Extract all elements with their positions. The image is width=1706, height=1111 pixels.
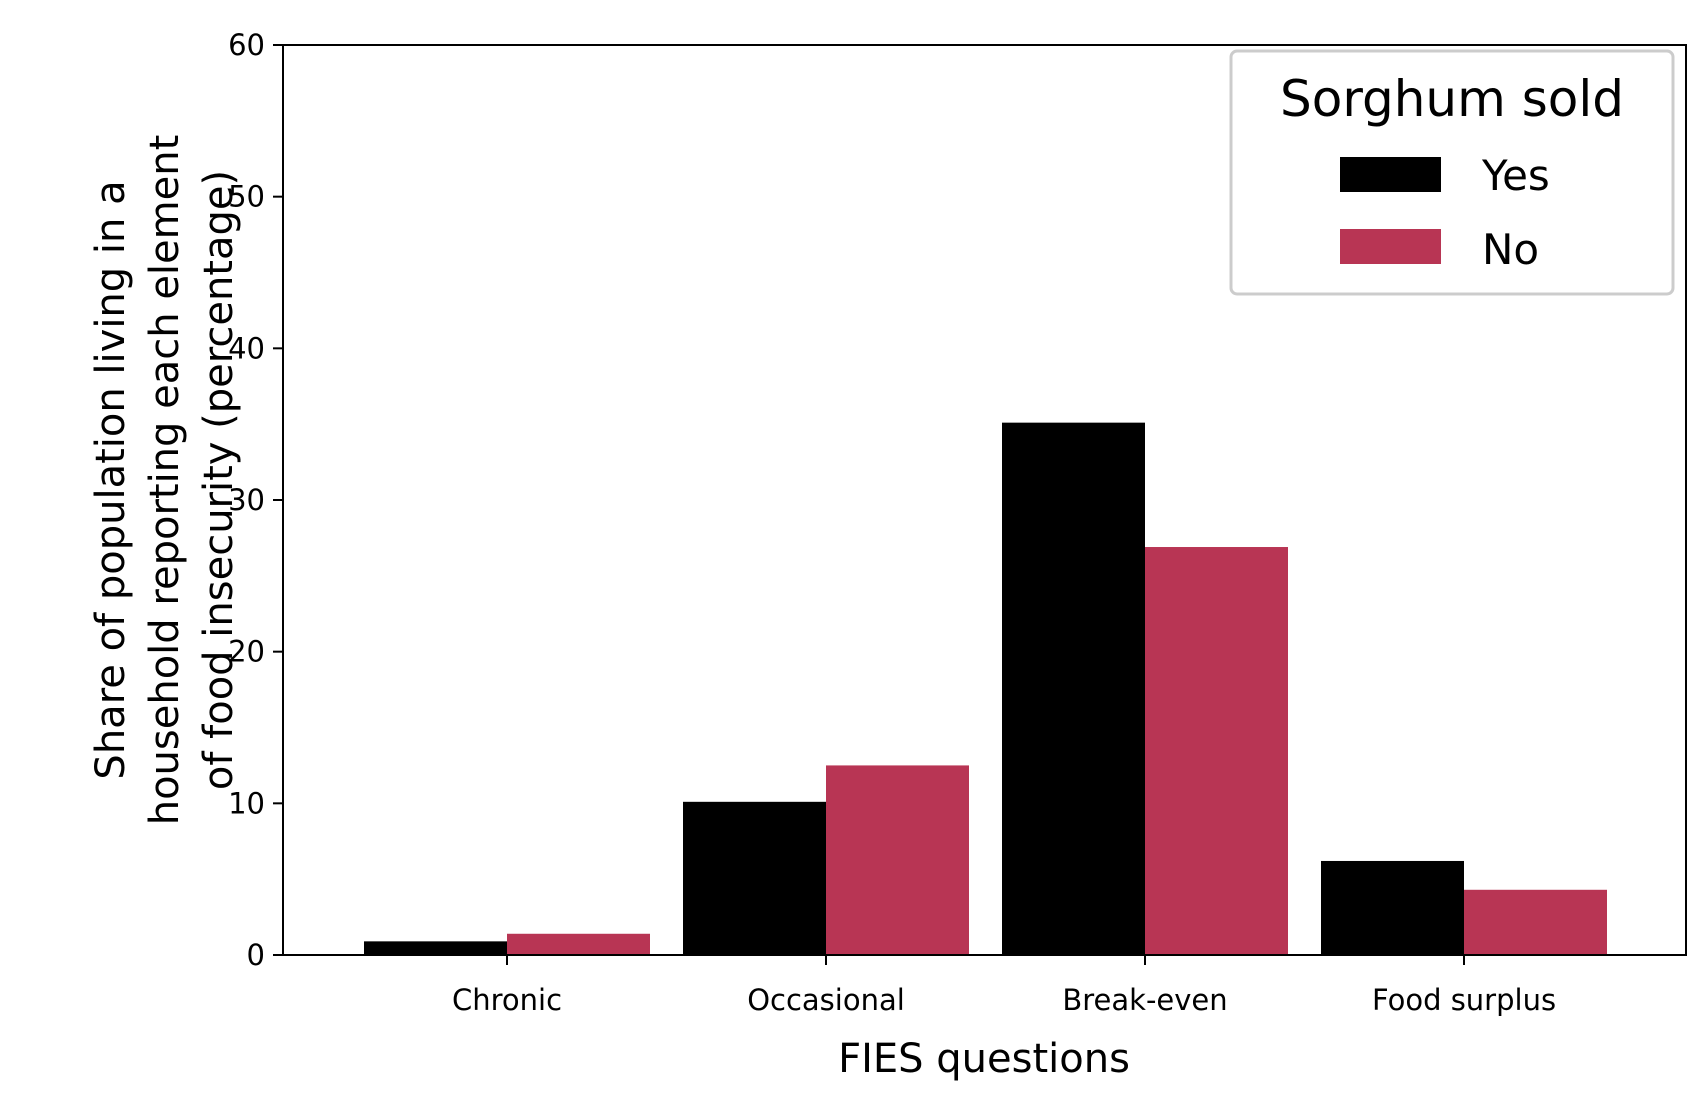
bars	[364, 422, 1607, 955]
y-axis-title: Share of population living in a househol…	[88, 135, 242, 826]
bar-chronic-no	[507, 933, 650, 955]
y-axis-title-line-3: of food insecurity (percentage)	[196, 170, 242, 790]
y-tick-label: 60	[228, 28, 265, 62]
x-axis-title: FIES questions	[838, 1036, 1130, 1082]
bar-food-surplus-yes	[1321, 860, 1464, 955]
x-tick-label-food-surplus: Food surplus	[1372, 983, 1556, 1017]
x-axis-ticks: Chronic Occasional Break-even Food surplus	[452, 955, 1556, 1017]
bar-break-even-yes	[1002, 422, 1145, 955]
legend-label-no: No	[1482, 225, 1539, 274]
y-tick-label: 20	[228, 635, 265, 669]
legend: Sorghum sold Yes No	[1229, 49, 1675, 296]
legend-title: Sorghum sold	[1280, 70, 1624, 128]
bar-occasional-no	[826, 765, 969, 955]
bar-chronic-yes	[364, 941, 507, 955]
legend-swatch-no	[1340, 229, 1441, 264]
bar-food-surplus-no	[1464, 889, 1607, 955]
y-tick-label: 50	[228, 180, 265, 214]
x-tick-label-occasional: Occasional	[747, 983, 905, 1017]
bar-break-even-no	[1145, 547, 1288, 955]
bar-occasional-yes	[683, 801, 826, 955]
plot-frame	[282, 44, 1687, 956]
legend-swatch-yes	[1340, 157, 1441, 192]
x-tick-label-chronic: Chronic	[452, 983, 562, 1017]
x-tick-label-break-even: Break-even	[1062, 983, 1227, 1017]
y-axis-title-line-2: household reporting each element	[142, 135, 188, 826]
y-axis-title-line-1: Share of population living in a	[88, 180, 134, 779]
y-tick-label: 40	[228, 331, 265, 365]
y-tick-label: 0	[247, 938, 265, 972]
y-tick-label: 10	[228, 786, 265, 820]
y-axis-ticks: 0 10 20 30 40 50 60	[228, 28, 283, 972]
legend-label-yes: Yes	[1481, 151, 1550, 200]
y-tick-label: 30	[228, 483, 265, 517]
